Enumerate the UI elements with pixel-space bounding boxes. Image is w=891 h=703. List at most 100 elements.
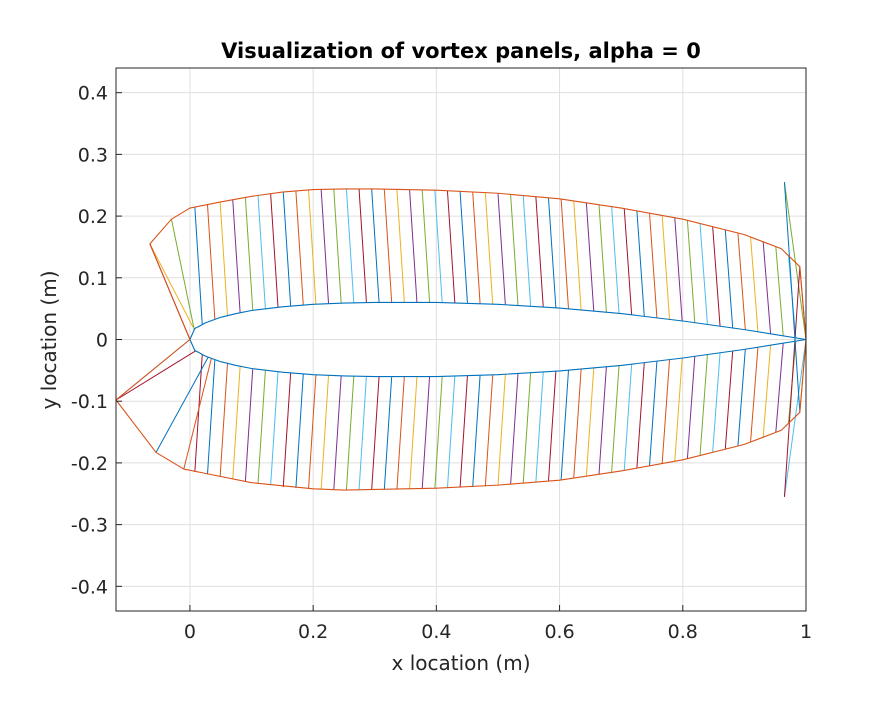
x-tick-label: 0 bbox=[184, 621, 196, 643]
panel-line bbox=[409, 376, 418, 490]
panel-line bbox=[611, 365, 620, 473]
panel-line bbox=[585, 202, 595, 312]
plot-area bbox=[116, 182, 806, 497]
y-tick-label: 0 bbox=[96, 330, 108, 352]
panel-line bbox=[421, 189, 431, 303]
panel-line bbox=[194, 207, 203, 325]
panel-line bbox=[686, 356, 696, 459]
panel-line bbox=[308, 374, 317, 490]
panel-line bbox=[396, 189, 405, 303]
y-tick-label: 0.4 bbox=[78, 83, 108, 105]
panel-line bbox=[636, 210, 645, 317]
panel-line bbox=[345, 376, 355, 491]
panel-line bbox=[649, 213, 658, 318]
panel-line bbox=[295, 190, 304, 306]
panel-line bbox=[270, 371, 279, 486]
panel-line bbox=[573, 200, 582, 311]
y-axis-label: y location (m) bbox=[37, 271, 61, 410]
panel-line bbox=[345, 188, 355, 303]
panel-line bbox=[232, 199, 241, 313]
panel-line bbox=[783, 266, 801, 497]
panel-line bbox=[434, 376, 443, 489]
panel-line bbox=[149, 243, 194, 328]
panel-line bbox=[459, 375, 468, 488]
y-tick-label: -0.1 bbox=[71, 391, 108, 413]
panel-line bbox=[333, 189, 342, 304]
panel-line bbox=[623, 208, 633, 315]
panel-line bbox=[270, 193, 279, 308]
panel-line bbox=[232, 366, 241, 480]
panel-line bbox=[282, 191, 292, 307]
panel-line bbox=[409, 189, 418, 303]
panel-line bbox=[472, 191, 481, 304]
panel-line bbox=[155, 356, 209, 453]
panel-line bbox=[712, 352, 721, 453]
panel-line bbox=[783, 182, 801, 413]
panel-line bbox=[446, 375, 456, 489]
panel-line bbox=[750, 236, 759, 332]
panel-line bbox=[522, 195, 532, 307]
panel-line bbox=[611, 206, 620, 314]
panel-line bbox=[358, 188, 367, 303]
panel-line bbox=[712, 226, 721, 327]
y-tick-label: 0.1 bbox=[78, 268, 108, 290]
panel-line bbox=[636, 362, 645, 469]
panel-line bbox=[446, 190, 456, 304]
x-tick-label: 0.2 bbox=[298, 621, 328, 643]
x-tick-label: 1 bbox=[800, 621, 812, 643]
x-axis-label: x location (m) bbox=[392, 651, 531, 675]
panel-line bbox=[484, 374, 494, 487]
panel-line bbox=[472, 375, 481, 488]
panel-line bbox=[699, 354, 708, 456]
panel-line bbox=[573, 368, 582, 479]
panel-line bbox=[750, 347, 759, 443]
panel-line bbox=[674, 358, 683, 462]
panel-line bbox=[762, 345, 772, 438]
panel-line bbox=[560, 199, 570, 309]
panel-line bbox=[535, 196, 544, 308]
panel-line bbox=[421, 376, 431, 490]
panel-line bbox=[206, 359, 216, 475]
panel-line bbox=[116, 350, 197, 401]
y-tick-label: -0.2 bbox=[71, 453, 108, 475]
y-tick-label: 0.2 bbox=[78, 206, 108, 228]
panel-line bbox=[244, 197, 254, 311]
grid-lines bbox=[116, 68, 807, 611]
panel-line bbox=[183, 357, 212, 470]
panel-line bbox=[661, 359, 671, 464]
panel-line bbox=[783, 182, 806, 340]
y-tick-label: 0.3 bbox=[78, 144, 108, 166]
x-tick-label: 0.4 bbox=[421, 621, 451, 643]
y-tick-label: -0.4 bbox=[71, 576, 108, 598]
panel-line bbox=[497, 374, 506, 486]
panel-line bbox=[371, 376, 380, 491]
panel-line bbox=[724, 350, 734, 450]
panel-line bbox=[244, 368, 254, 482]
panel-line bbox=[510, 373, 519, 485]
x-tick-label: 0.8 bbox=[668, 621, 698, 643]
panel-line bbox=[522, 372, 532, 484]
panel-line bbox=[535, 371, 544, 483]
panel-line bbox=[219, 201, 229, 316]
panel-line bbox=[649, 361, 658, 466]
panel-line bbox=[674, 217, 683, 321]
panel-line bbox=[257, 195, 266, 309]
plot-clip-group bbox=[116, 182, 806, 497]
panel-line bbox=[434, 190, 443, 303]
panel-line bbox=[547, 371, 557, 482]
panel-line bbox=[170, 219, 195, 330]
panel-line bbox=[206, 204, 216, 320]
panel-line bbox=[333, 375, 342, 490]
panel-line bbox=[308, 189, 317, 305]
panel-line bbox=[497, 193, 506, 305]
y-tick-label: -0.3 bbox=[71, 515, 108, 537]
panel-line bbox=[282, 372, 292, 488]
panel-line bbox=[219, 363, 229, 478]
panel-line bbox=[358, 376, 367, 491]
panel-line bbox=[194, 354, 203, 472]
panel-line bbox=[396, 376, 405, 490]
panel-line bbox=[661, 215, 671, 320]
axis-ticks: 0 0.2 0.4 0.6 0.8 1 -0.4 -0.3 -0.2 -0.1 0 0.1 0.2 0.3… bbox=[71, 83, 812, 643]
panel-line bbox=[320, 375, 330, 490]
panel-line bbox=[371, 188, 380, 303]
